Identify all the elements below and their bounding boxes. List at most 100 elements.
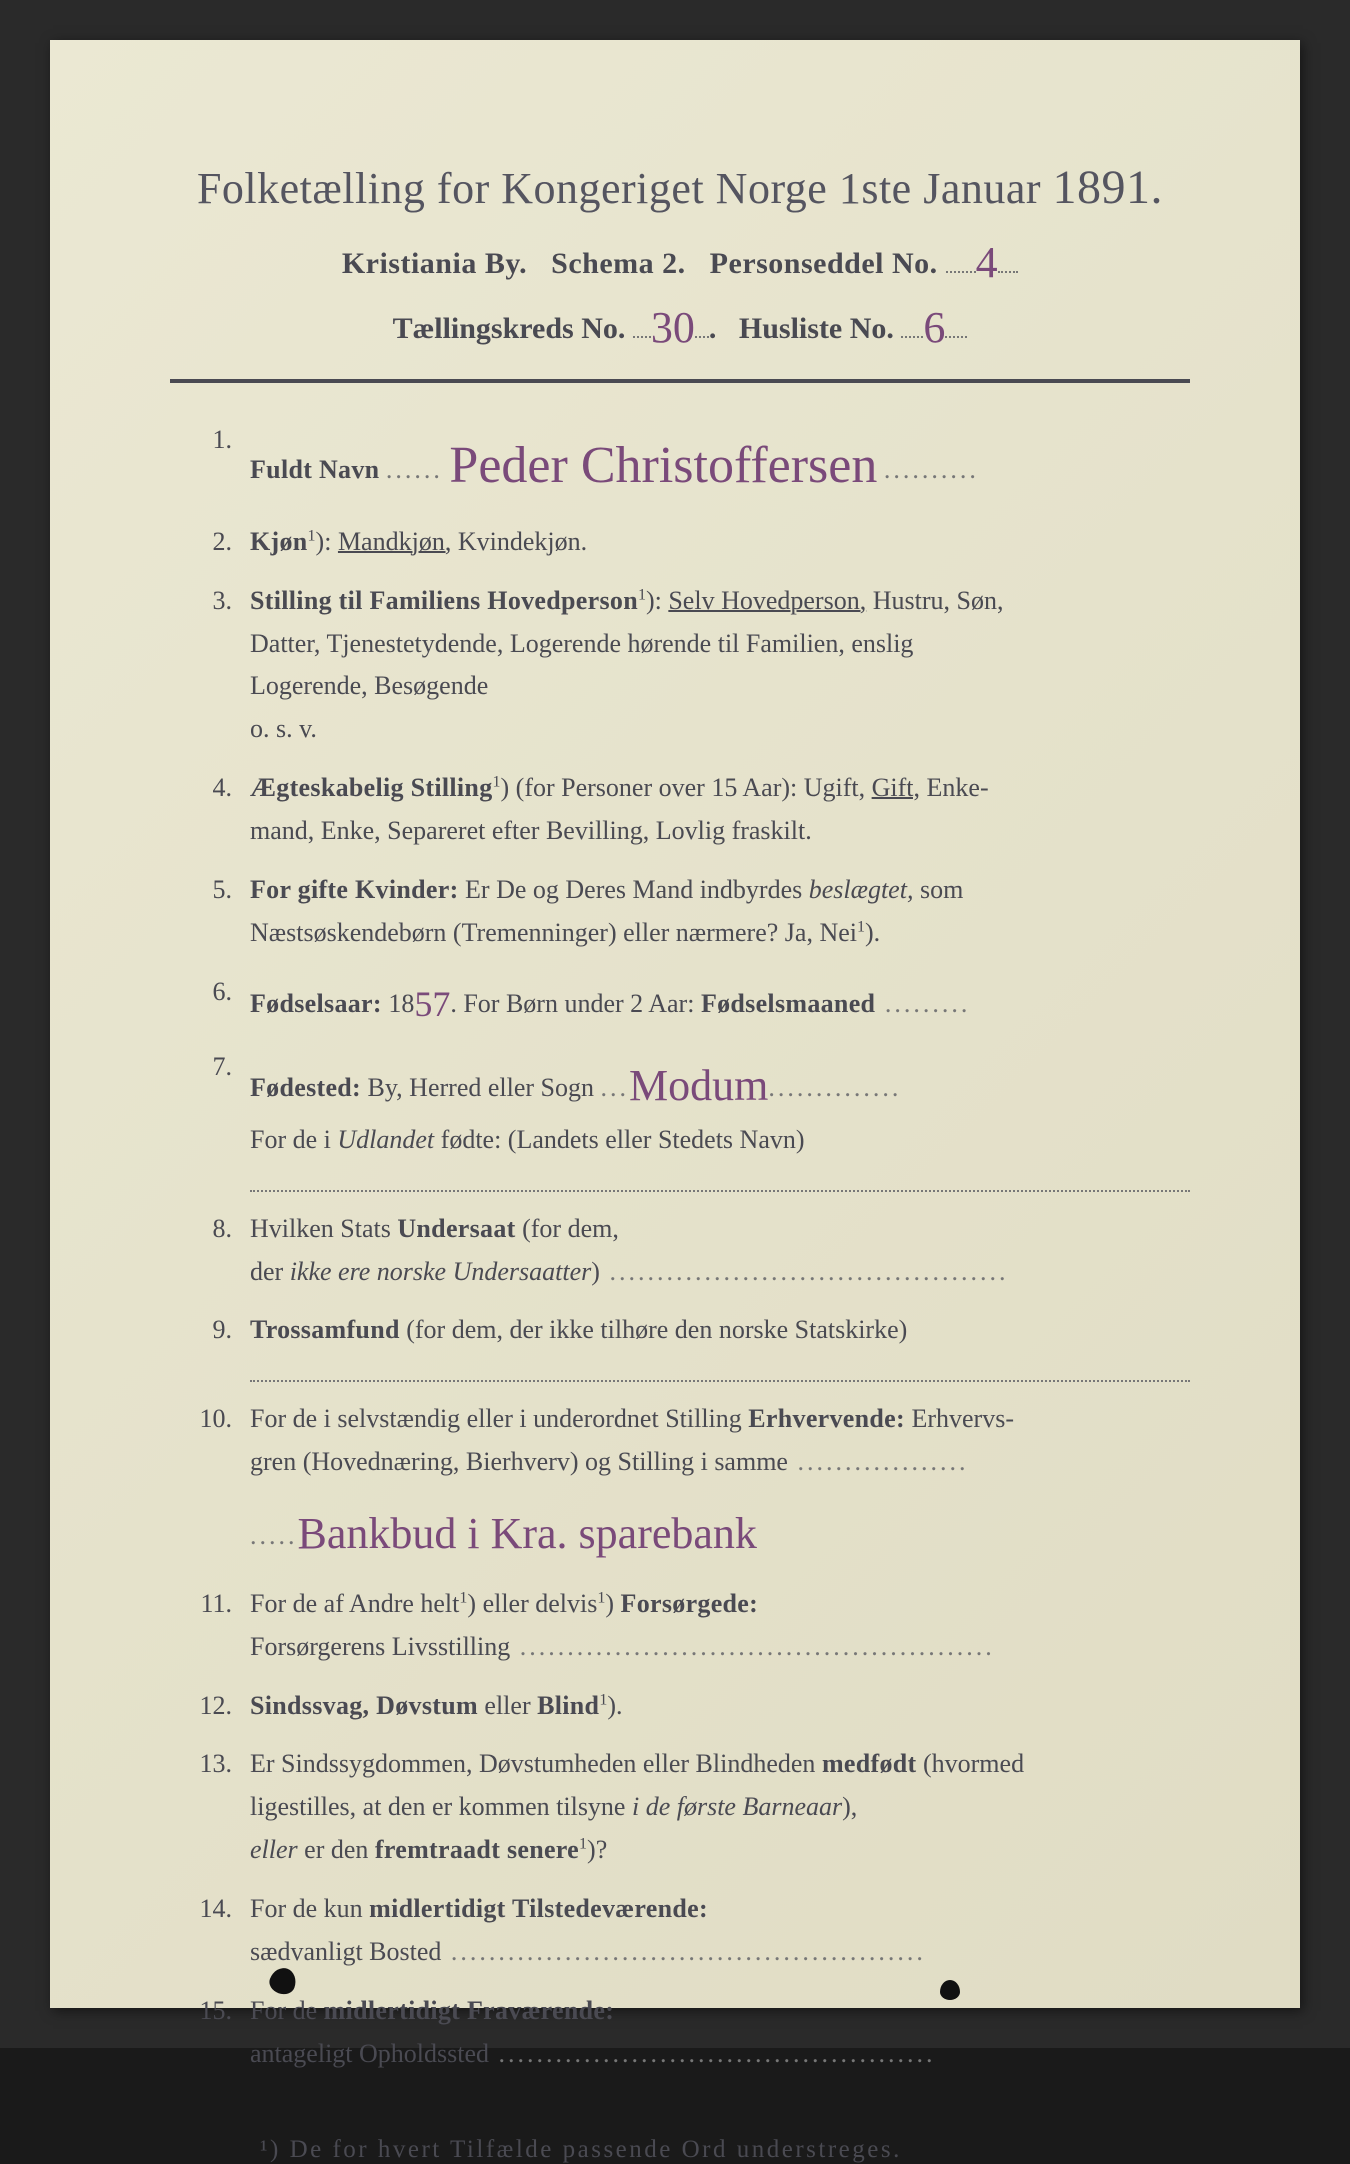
item-14-temp-present: 14. For de kun midlertidigt Tilstedevære…	[170, 1888, 1190, 1974]
husliste-label: Husliste No.	[739, 312, 894, 345]
item-5-married-women: 5. For gifte Kvinder: Er De og Deres Man…	[170, 869, 1190, 955]
census-form-page: Folketælling for Kongeriget Norge 1ste J…	[50, 40, 1300, 2008]
text: Erhvervs-	[905, 1404, 1014, 1433]
birthplace-value: Modum	[629, 1050, 768, 1123]
text: 18	[382, 989, 415, 1018]
item-11-supported: 11. For de af Andre helt1) eller delvis1…	[170, 1583, 1190, 1669]
kreds-no-value: 30	[651, 302, 695, 353]
text: mand, Enke, Separeret efter Bevilling, L…	[250, 816, 812, 845]
text: . For Børn under 2 Aar:	[450, 989, 701, 1018]
item-number: 6.	[170, 971, 250, 1014]
dotted-line	[250, 1168, 1190, 1192]
dotted-fill: ..................	[788, 1447, 969, 1476]
field-label: Fødselsmaaned	[701, 989, 875, 1018]
item-6-birthyear: 6. Fødselsaar: 1857. For Børn under 2 Aa…	[170, 971, 1190, 1030]
item-number: 8.	[170, 1208, 250, 1251]
item-15-temp-absent: 15. For de midlertidigt Fraværende: anta…	[170, 1990, 1190, 2076]
footnote-text: De for hvert Tilfælde passende Ord under…	[281, 2136, 902, 2163]
item-number: 5.	[170, 869, 250, 912]
field-label: Fuldt Navn	[250, 455, 379, 484]
option-rest: Kvindekjøn.	[451, 527, 587, 556]
text: eller	[478, 1691, 537, 1720]
item-number: 9.	[170, 1309, 250, 1352]
kreds-label: Tællingskreds No.	[393, 312, 626, 345]
text: Enke-	[920, 773, 989, 802]
text: Er Sindssygdommen, Døvstumheden eller Bl…	[250, 1749, 822, 1778]
text: By, Herred eller Sogn	[361, 1073, 600, 1102]
dotted-fill: .........	[875, 989, 970, 1018]
option-selected: Mandkjøn,	[338, 527, 451, 556]
dotted-fill: ......	[386, 455, 443, 484]
item-13-congenital: 13. Er Sindssygdommen, Døvstumheden elle…	[170, 1743, 1190, 1872]
field-label: Forsørgede:	[621, 1589, 759, 1618]
text: ?	[596, 1835, 608, 1864]
text: Hvilken Stats	[250, 1214, 397, 1243]
text: (for dem,	[516, 1214, 619, 1243]
dotted-fill: ........................................…	[441, 1937, 926, 1966]
dotted-fill: ........................................…	[510, 1632, 995, 1661]
item-number: 13.	[170, 1743, 250, 1786]
text: eller delvis	[476, 1589, 597, 1618]
field-label: midlertidigt Tilstedeværende:	[369, 1894, 708, 1923]
text-italic: beslægtet,	[809, 875, 914, 904]
text: Datter, Tjenestetydende, Logerende høren…	[250, 629, 913, 658]
text: der	[250, 1257, 290, 1286]
item-number: 4.	[170, 767, 250, 810]
subtitle-line-2: Tællingskreds No. 30. Husliste No. 6	[170, 298, 1190, 349]
item-9-religion: 9. Trossamfund (for dem, der ikke tilhør…	[170, 1309, 1190, 1382]
text: som	[913, 875, 963, 904]
title-year: 1891.	[1053, 161, 1164, 214]
item-number: 11.	[170, 1583, 250, 1626]
birthyear-value: 57	[414, 975, 450, 1034]
personseddel-label: Personseddel No.	[710, 247, 938, 280]
footnote: ¹) De for hvert Tilfælde passende Ord un…	[170, 2136, 1190, 2164]
dotted-fill: ........................................…	[489, 2039, 936, 2068]
paper-tear-mark	[940, 1980, 960, 2000]
option-selected: Gift,	[872, 773, 920, 802]
text: (for dem, der ikke tilhøre den norske St…	[400, 1315, 908, 1344]
text: Næstsøskendebørn (Tremenninger) eller næ…	[250, 918, 857, 947]
text: For de	[250, 1996, 324, 2025]
footnote-marker: ¹)	[260, 2136, 281, 2163]
text: Forsørgerens Livsstilling	[250, 1632, 510, 1661]
item-8-subject: 8. Hvilken Stats Undersaat (for dem, der…	[170, 1208, 1190, 1294]
personseddel-no-value: 4	[976, 237, 999, 288]
occupation-value: Bankbud i Kra. sparebank	[298, 1498, 757, 1571]
item-number: 14.	[170, 1888, 250, 1931]
text: ),	[842, 1792, 857, 1821]
text: For de kun	[250, 1894, 369, 1923]
text: For de af Andre helt	[250, 1589, 459, 1618]
text: ligestilles, at den er kommen tilsyne	[250, 1792, 632, 1821]
dotted-fill: ........................................…	[600, 1257, 1009, 1286]
dotted-fill: ..........	[884, 455, 979, 484]
field-label: Erhvervende:	[748, 1404, 905, 1433]
field-label: Ægteskabelig Stilling	[250, 773, 493, 802]
text: Er De og Deres Mand indbyrdes	[459, 875, 809, 904]
field-label: For gifte Kvinder:	[250, 875, 459, 904]
field-label: midlertidigt Fraværende:	[324, 1996, 615, 2025]
title-text: Folketælling for Kongeriget Norge 1ste J…	[197, 164, 1041, 213]
text-italic: Udlandet	[337, 1125, 434, 1154]
text: (hvormed	[916, 1749, 1024, 1778]
field-label: Stilling til Familiens Hovedperson	[250, 586, 638, 615]
item-4-marital: 4. Ægteskabelig Stilling1) (for Personer…	[170, 767, 1190, 853]
text: Logerende, Besøgende	[250, 671, 488, 700]
item-number: 12.	[170, 1685, 250, 1728]
text-italic: ikke ere norske Undersaatter	[290, 1257, 592, 1286]
item-number: 15.	[170, 1990, 250, 2033]
item-12-disability: 12. Sindssvag, Døvstum eller Blind1).	[170, 1685, 1190, 1728]
full-name-value: Peder Christoffersen	[449, 423, 877, 509]
item-number: 2.	[170, 521, 250, 564]
field-label: Trossamfund	[250, 1315, 400, 1344]
item-1-name: 1. Fuldt Navn ...... Peder Christofferse…	[170, 419, 1190, 505]
city-label: Kristiania By.	[342, 247, 527, 280]
text: (for Personer over 15 Aar): Ugift,	[509, 773, 871, 802]
text: er den	[298, 1835, 375, 1864]
item-2-sex: 2. Kjøn1): Mandkjøn, Kvindekjøn.	[170, 521, 1190, 564]
item-number: 1.	[170, 419, 250, 462]
field-label: Fødested:	[250, 1073, 361, 1102]
text: For de i	[250, 1125, 337, 1154]
field-label: Undersaat	[397, 1214, 515, 1243]
field-label: Sindssvag, Døvstum	[250, 1691, 478, 1720]
item-10-occupation: 10. For de i selvstændig eller i underor…	[170, 1398, 1190, 1566]
